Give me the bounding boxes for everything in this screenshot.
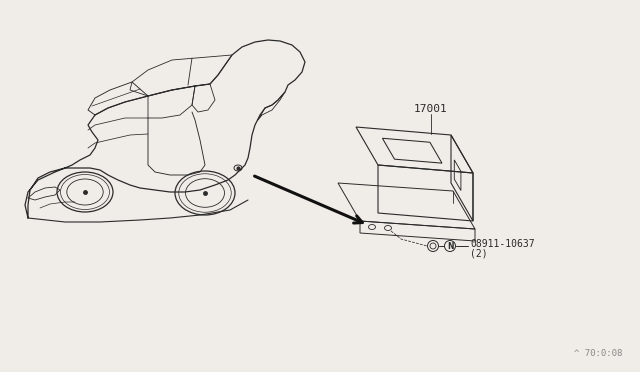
Text: (2): (2)	[470, 248, 488, 258]
Text: ^ 70:0:08: ^ 70:0:08	[573, 349, 622, 358]
Text: 17001: 17001	[413, 104, 447, 114]
Text: 08911-10637: 08911-10637	[470, 239, 534, 249]
Text: N: N	[447, 241, 453, 250]
